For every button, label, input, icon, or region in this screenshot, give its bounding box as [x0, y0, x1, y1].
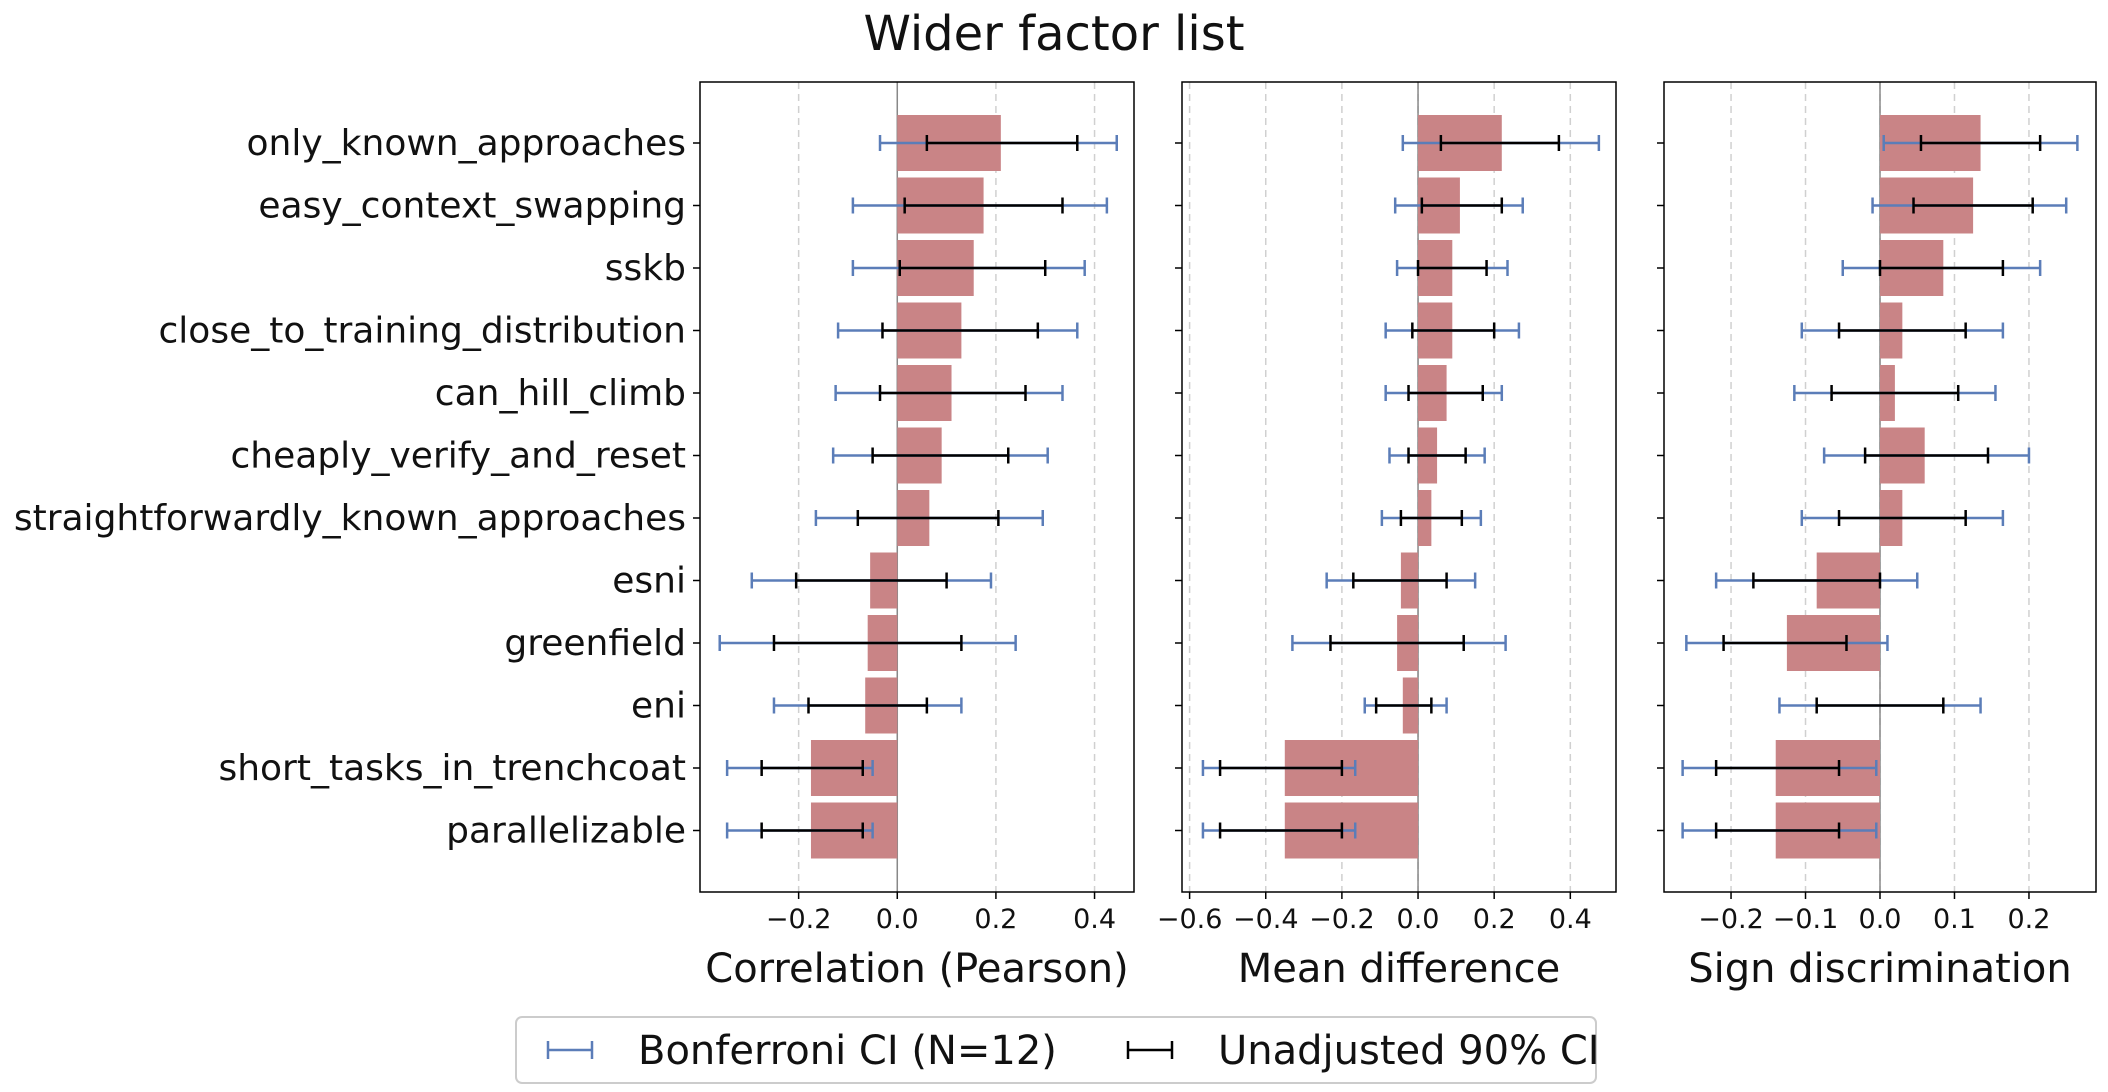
category-label-easy-context-swapping: easy_context_swapping	[258, 186, 686, 227]
unadjusted-ci-errorbar	[1830, 385, 1960, 401]
category-label-close-to-training-distribution: close_to_training_distribution	[159, 311, 686, 352]
unadjusted-ci-errorbar	[1722, 635, 1848, 651]
unadjusted-ci-errorbar	[1218, 760, 1344, 776]
unadjusted-ci-errorbar	[1407, 385, 1485, 401]
x-axis-title: Correlation (Pearson)	[705, 946, 1128, 992]
unadjusted-ci-errorbar	[1837, 510, 1967, 526]
unadjusted-ci-errorbar	[925, 135, 1079, 151]
category-label-eni: eni	[631, 686, 686, 727]
unadjusted-ci-errorbar	[1815, 697, 1945, 714]
legend-label: Unadjusted 90% CI	[1218, 1028, 1600, 1074]
category-label-can-hill-climb: can_hill_climb	[435, 373, 686, 414]
unadjusted-ci-errorbar	[1329, 635, 1465, 651]
unadjusted-ci-errorbar	[760, 822, 864, 839]
unadjusted-ci-errorbar	[1420, 197, 1504, 214]
x-axis-title: Sign discrimination	[1688, 946, 2071, 992]
panel-sign-discrimination: −0.2 −0.1 0.0 0.1 0.2 Sign discrimination	[1657, 81, 2097, 992]
unadjusted-ci-errorbar	[1439, 135, 1561, 151]
legend-entry: Bonferroni CI (N=12)	[546, 1028, 1057, 1074]
legend-frame	[515, 1016, 1597, 1084]
category-label-cheaply-verify-and-reset: cheaply_verify_and_reset	[231, 436, 686, 477]
x-tick-label: −0.2	[1309, 904, 1375, 935]
category-label-parallelizable: parallelizable	[446, 811, 686, 852]
plot-frame	[699, 81, 1135, 893]
panel-mean-difference: −0.6 −0.4 −0.2 0.0 0.2 0.4 Mean difference	[1157, 81, 1617, 992]
unadjusted-ci-errorbar	[1714, 822, 1841, 839]
legend: Bonferroni CI (N=12) Unadjusted 90% CI	[515, 1016, 1600, 1084]
unadjusted-ci-errorbar	[760, 760, 864, 776]
chart-title: Wider factor list	[863, 6, 1244, 62]
legend-entry: Unadjusted 90% CI	[1126, 1028, 1600, 1074]
x-tick-label: 0.4	[1073, 904, 1116, 935]
unadjusted-ci-errorbar	[881, 322, 1040, 339]
unadjusted-ci-errorbar	[1752, 572, 1882, 589]
category-labels: only_known_approaches easy_context_swappi…	[14, 123, 686, 852]
x-axis-title: Mean difference	[1238, 946, 1561, 992]
x-tick-label: 0.1	[1933, 904, 1976, 935]
x-tick-label: 0.0	[1397, 904, 1440, 935]
x-tick-label: 0.2	[974, 904, 1017, 935]
plot-frame	[1181, 81, 1617, 893]
unadjusted-ci-errorbar	[898, 260, 1047, 276]
category-label-only-known-approaches: only_known_approaches	[247, 123, 686, 164]
unadjusted-ci-errorbar	[1416, 260, 1488, 276]
unadjusted-ci-errorbar	[1837, 322, 1967, 339]
unadjusted-ci-errorbar	[1352, 572, 1448, 589]
x-tick-label: 0.0	[876, 904, 919, 935]
unadjusted-ci-errorbar	[794, 572, 948, 589]
unadjusted-ci-errorbar	[878, 385, 1027, 401]
unadjusted-ci-errorbar	[1411, 322, 1496, 339]
x-tick-label: 0.2	[1473, 904, 1516, 935]
unadjusted-ci-errorbar	[871, 447, 1010, 464]
category-label-esni: esni	[612, 561, 686, 602]
x-tick-label: 0.2	[2007, 904, 2050, 935]
unadjusted-ci-errorbar	[1407, 447, 1467, 464]
unadjusted-ci-errorbar	[1714, 760, 1841, 776]
x-tick-label: −0.4	[1233, 904, 1299, 935]
x-tick-label: 0.0	[1859, 904, 1902, 935]
unadjusted-ci-errorbar	[1878, 260, 2005, 276]
unadjusted-ci-errorbar	[1399, 510, 1464, 526]
unadjusted-ci-errorbar	[1919, 135, 2042, 151]
x-tick-label: −0.1	[1773, 904, 1839, 935]
unadjusted-ci-errorbar	[1863, 447, 1990, 464]
unadjusted-ci-errorbar	[1912, 197, 2034, 214]
category-label-short-tasks-in-trenchcoat: short_tasks_in_trenchcoat	[218, 748, 686, 789]
category-label-straightforwardly-known-approaches: straightforwardly_known_approaches	[14, 498, 686, 539]
unadjusted-ci-errorbar	[1218, 822, 1344, 839]
unadjusted-ci-errorbar	[856, 510, 1000, 526]
panel-correlation: −0.2 0.0 0.2 0.4 Correlation (Pearson)	[693, 81, 1135, 992]
x-tick-label: −0.6	[1157, 904, 1223, 935]
unadjusted-ci-errorbar	[807, 697, 929, 714]
x-tick-label: 0.4	[1549, 904, 1592, 935]
unadjusted-ci-errorbar	[1374, 697, 1433, 714]
legend-label: Bonferroni CI (N=12)	[638, 1028, 1057, 1074]
x-tick-label: −0.2	[766, 904, 832, 935]
unadjusted-ci-errorbar	[772, 635, 963, 651]
category-label-sskb: sskb	[605, 248, 686, 289]
category-label-greenfield: greenfield	[504, 623, 686, 664]
x-tick-label: −0.2	[1698, 904, 1764, 935]
unadjusted-ci-errorbar	[903, 197, 1064, 214]
